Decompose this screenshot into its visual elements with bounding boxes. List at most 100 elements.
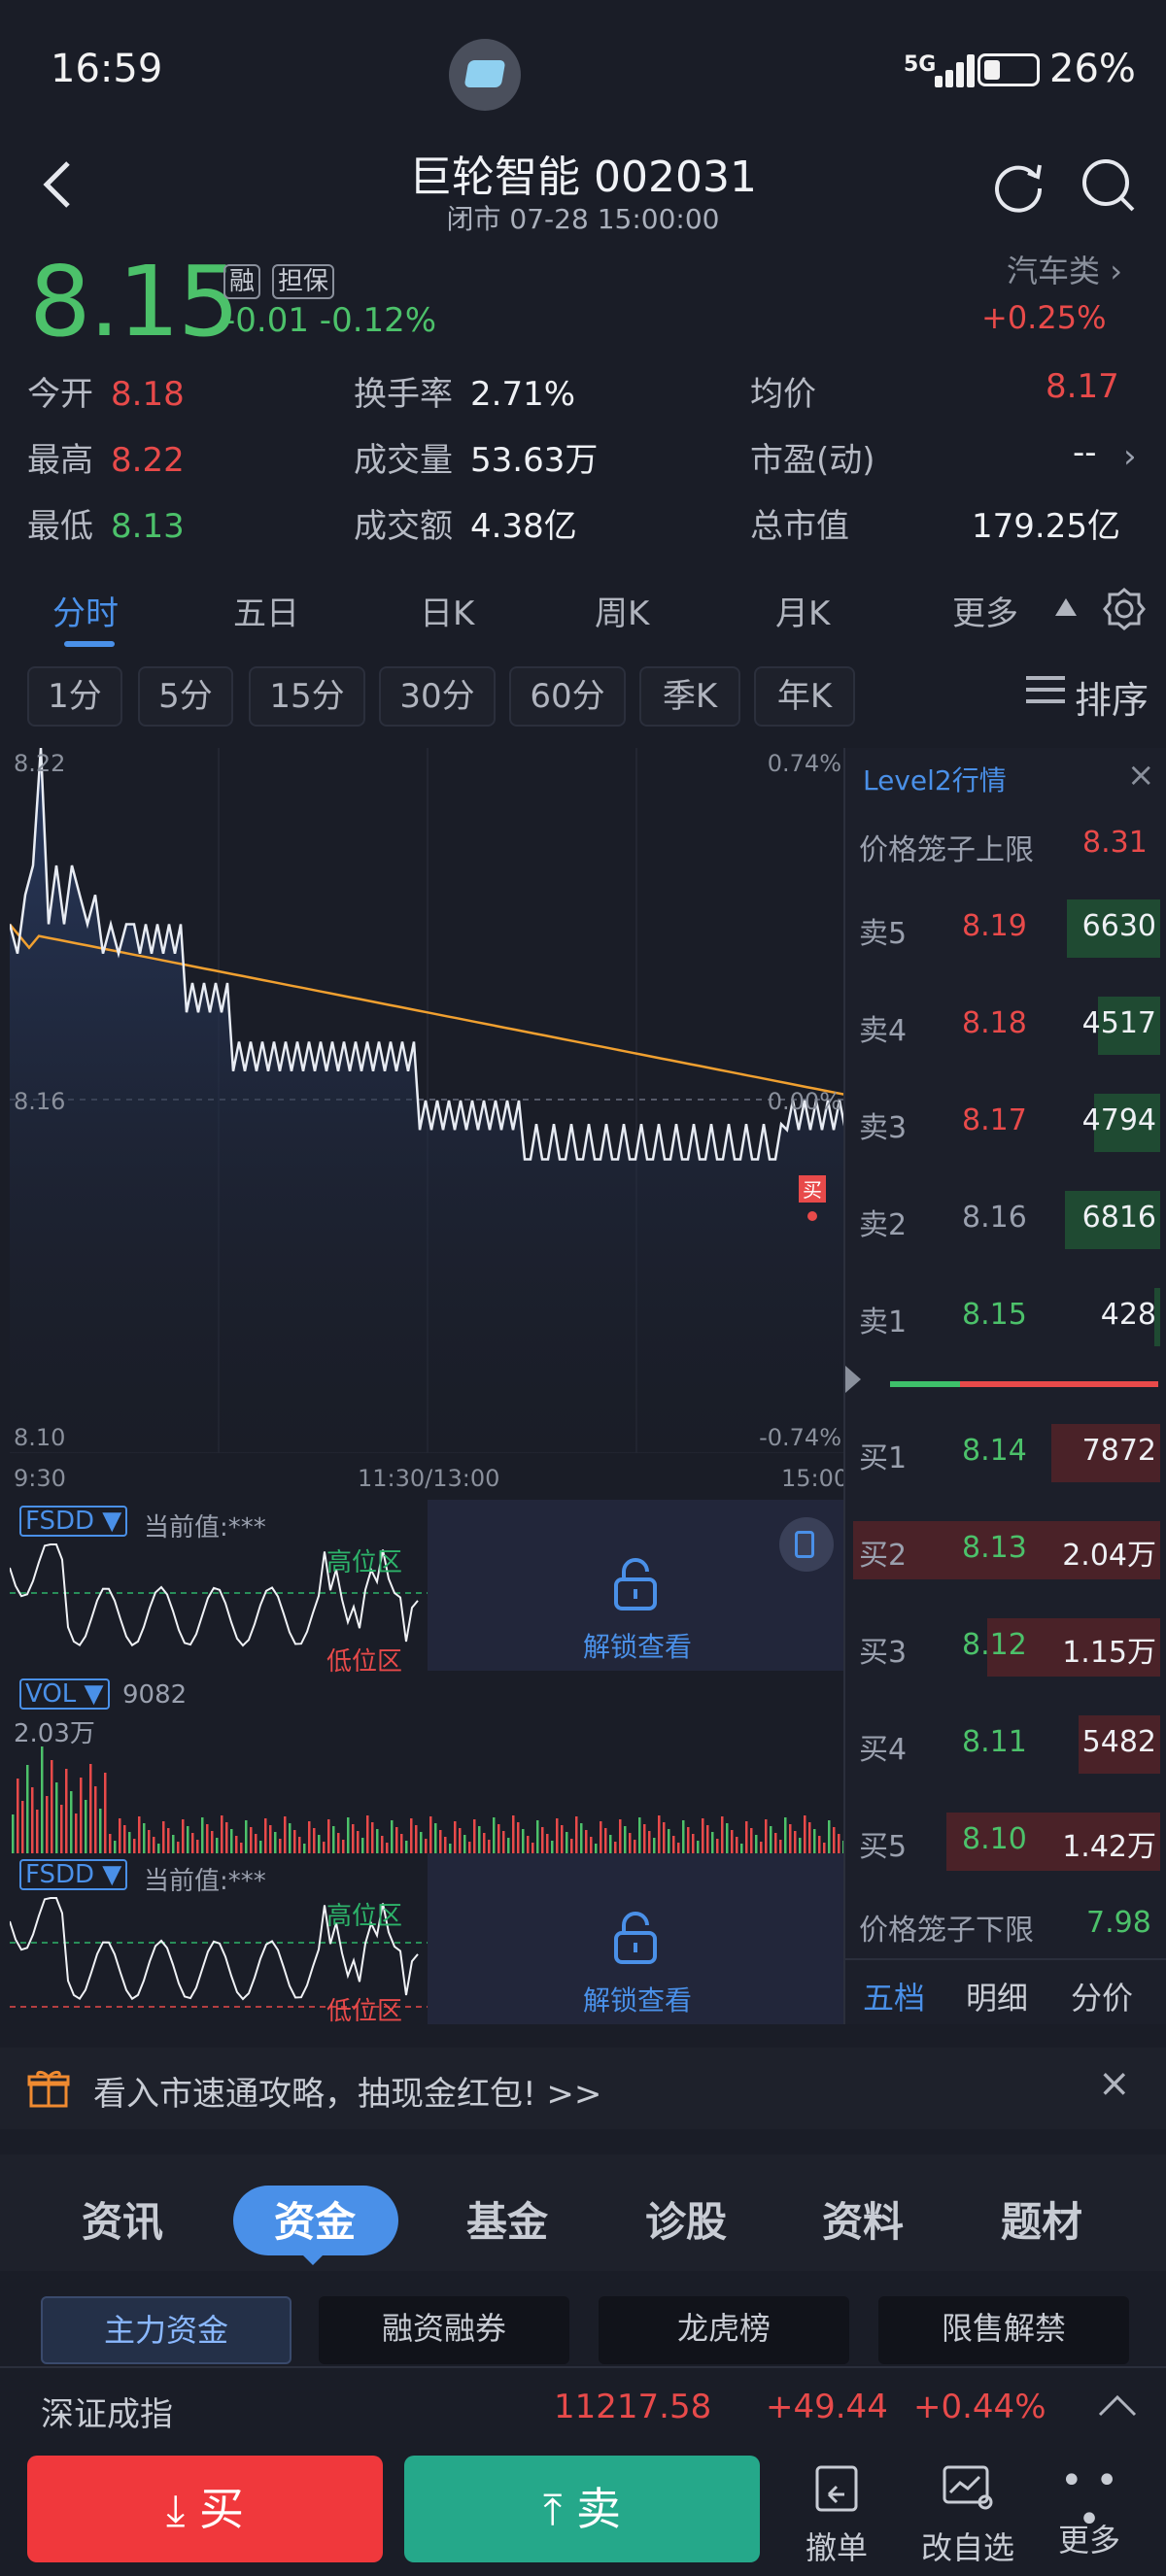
more-button[interactable]: • • • 更多 [1046, 2461, 1133, 2560]
pill-main-funds[interactable]: 主力资金 [41, 2296, 292, 2364]
volume-bar [600, 1821, 602, 1853]
tab-themes[interactable]: 题材 [1001, 2198, 1083, 2246]
more-dots-icon: • • • [1060, 2458, 1118, 2542]
tab-daily-k[interactable]: 日K [420, 594, 475, 633]
y-tick-mid: 8.16 [14, 1088, 65, 1115]
gear-icon[interactable] [1102, 587, 1147, 631]
buy-button[interactable]: ⤓ 买 [27, 2456, 383, 2562]
caret-up-icon[interactable] [1055, 598, 1077, 616]
expand-arrow-icon[interactable] [845, 1366, 861, 1393]
volume-bar [357, 1831, 360, 1853]
search-icon[interactable] [1079, 155, 1137, 214]
sector-link[interactable]: 汽车类 › [1007, 247, 1122, 291]
volume-bar [706, 1825, 709, 1853]
volume-bar [327, 1819, 330, 1853]
chip-year-k[interactable]: 年K [754, 666, 855, 727]
pct-tick-mid: 0.00% [768, 1088, 841, 1115]
active-tab-pill [233, 2186, 398, 2255]
bid-label: 买5 [859, 1830, 908, 1864]
chip-1min[interactable]: 1分 [27, 666, 122, 727]
fsdd-unlock-area[interactable]: 解锁查看 [428, 1500, 845, 1671]
ask-row-5: 卖5 8.19 6630 [845, 880, 1166, 977]
chip-15min[interactable]: 15分 [249, 666, 365, 727]
tab-monthly-k[interactable]: 月K [775, 594, 831, 633]
level2-title: Level2行情 [863, 764, 1007, 797]
tab-price-distribution[interactable]: 分价 [1071, 1980, 1134, 2017]
refresh-icon[interactable] [989, 155, 1047, 214]
fsdd-selector[interactable]: FSDD ▼ [19, 1859, 128, 1890]
close-icon[interactable]: × [1127, 756, 1155, 795]
sort-button[interactable]: 排序 [1075, 679, 1149, 722]
intraday-chart[interactable]: 买 8.22 8.16 8.10 0.74% 0.00% -0.74% [10, 748, 845, 1453]
close-icon[interactable]: × [1098, 2061, 1131, 2106]
tab-weekly-k[interactable]: 周K [595, 594, 650, 633]
tab-5day[interactable]: 五日 [233, 594, 299, 633]
chip-30min[interactable]: 30分 [379, 666, 496, 727]
volume-bar [546, 1834, 549, 1853]
bid-label: 买4 [859, 1733, 908, 1767]
bid-label: 买2 [859, 1539, 908, 1573]
volume-bar [400, 1834, 403, 1853]
chip-quarter-k[interactable]: 季K [639, 666, 740, 727]
chevron-right-icon[interactable]: › [1123, 437, 1137, 476]
ask-bar [1067, 899, 1160, 958]
index-name: 深证成指 [41, 2395, 173, 2434]
stat-marketcap-value: 179.25亿 [972, 507, 1120, 546]
level2-panel: Level2行情 × 价格笼子上限 8.31 卖5 8.19 6630 卖4 8.18… [843, 748, 1166, 2024]
volume-bar [89, 1764, 92, 1853]
tab-fund[interactable]: 基金 [466, 2198, 549, 2246]
tab-funds-flow[interactable]: 资金 [274, 2198, 357, 2246]
promo-banner[interactable]: 看入市速通攻略，抽现金红包! >> × [0, 2048, 1166, 2129]
volume-bar [410, 1818, 413, 1853]
market-status: 闭市 07-28 15:00:00 [446, 203, 720, 235]
tab-level5[interactable]: 五档 [863, 1980, 926, 2017]
pill-margin-trading[interactable]: 融资融券 [319, 2296, 569, 2364]
ask-label: 卖3 [859, 1111, 908, 1145]
fsdd-selector[interactable]: FSDD ▼ [19, 1506, 128, 1537]
volume-bar [765, 1819, 768, 1853]
buy-marker[interactable] [799, 1175, 826, 1203]
volume-bar [162, 1821, 165, 1853]
tab-intraday[interactable]: 分时 [52, 594, 119, 633]
tab-diagnosis[interactable]: 诊股 [645, 2198, 728, 2246]
volume-bar [527, 1836, 530, 1853]
edit-watchlist-button[interactable]: 改自选 [919, 2461, 1016, 2568]
index-ticker[interactable]: 深证成指 11217.58 +49.44 +0.44% [0, 2366, 1166, 2444]
trade-action-bar: ⤓ 买 ⤒ 卖 撤单 改自选 • • • 更多 [0, 2446, 1166, 2576]
volume-bar [85, 1800, 87, 1853]
ask-label: 卖2 [859, 1208, 908, 1242]
fsdd-unlock-area[interactable]: 解锁查看 [428, 1853, 845, 2024]
stat-value: 8.22 [111, 441, 185, 480]
menu-icon[interactable] [1026, 672, 1065, 707]
volume-bar [298, 1837, 301, 1853]
y-tick-bottom: 8.10 [14, 1424, 65, 1451]
tab-more[interactable]: 更多 [952, 594, 1018, 633]
tab-detail[interactable]: 明细 [966, 1980, 1029, 2017]
upper-limit-label: 价格笼子上限 [859, 833, 1034, 867]
stat-pe[interactable]: 市盈(动) [750, 433, 875, 481]
guarantee-tag: 担保 [272, 264, 335, 299]
tab-profile[interactable]: 资料 [822, 2198, 905, 2246]
cancel-order-button[interactable]: 撤单 [793, 2461, 880, 2568]
pill-lockup-expiry[interactable]: 限售解禁 [878, 2296, 1129, 2364]
ask-bar [1098, 997, 1160, 1055]
fsdd-indicator-panel-2: FSDD ▼ 当前值:*** 高位区 低位区 解锁查看 [10, 1853, 845, 2026]
margin-tag: 融 [223, 264, 261, 299]
chip-5min[interactable]: 5分 [138, 666, 233, 727]
vol-selector[interactable]: VOL ▼ [19, 1678, 110, 1710]
sector-name: 汽车类 [1007, 253, 1101, 289]
chip-60min[interactable]: 60分 [509, 666, 626, 727]
fsdd-line-chart [10, 1897, 428, 2008]
back-icon[interactable] [39, 155, 78, 214]
volume-bar [26, 1765, 29, 1853]
sell-button[interactable]: ⤒ 卖 [404, 2456, 760, 2562]
volume-bar [279, 1839, 282, 1853]
rotate-screen-icon[interactable] [779, 1517, 834, 1572]
bid-volume: 2.04万 [1062, 1539, 1156, 1573]
chevron-up-icon[interactable] [1096, 2391, 1139, 2421]
pill-dragon-tiger[interactable]: 龙虎榜 [599, 2296, 849, 2364]
tab-news[interactable]: 资讯 [82, 2198, 164, 2246]
ask-row-1: 卖1 8.15 428 [845, 1269, 1166, 1366]
volume-bar [119, 1818, 121, 1853]
volume-bar [716, 1839, 719, 1853]
